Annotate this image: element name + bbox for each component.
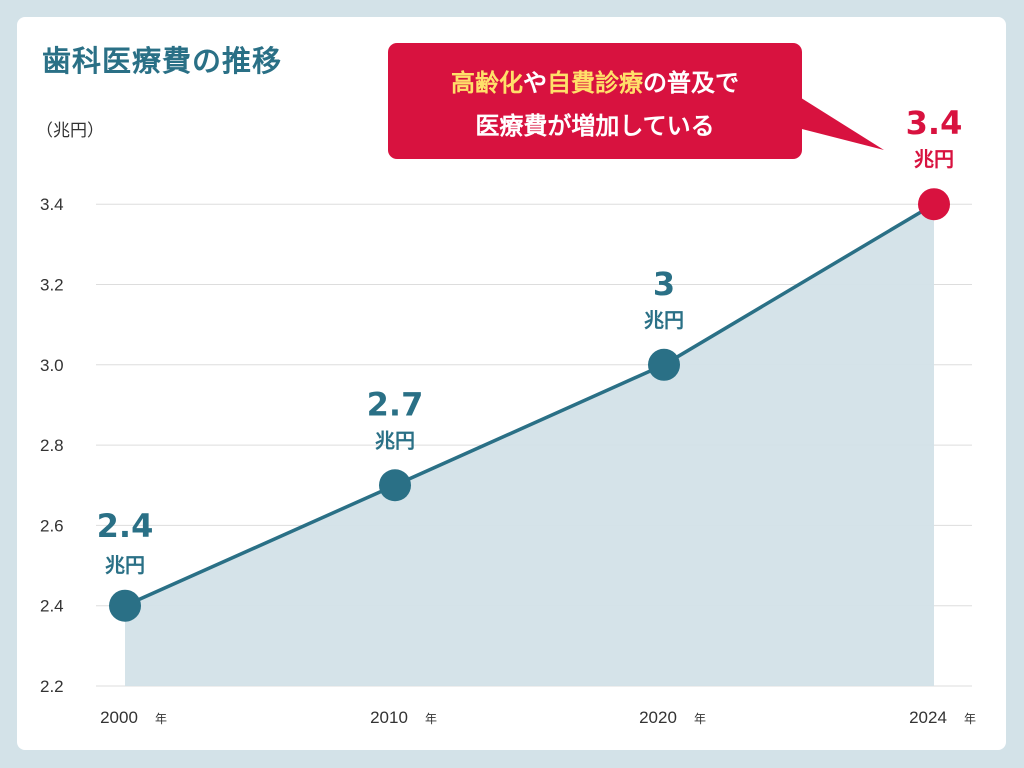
y-tick-label: 2.2: [40, 677, 64, 696]
y-axis-unit-label: （兆円）: [36, 121, 104, 141]
x-tick-suffix: 年: [155, 712, 167, 726]
data-unit-label: 兆円: [914, 147, 954, 171]
y-tick-label: 3.4: [40, 195, 64, 214]
annotation-line-1: 高齢化や自費診療の普及で: [388, 63, 802, 98]
data-value-label: 3: [653, 265, 675, 303]
y-tick-label: 2.8: [40, 436, 64, 455]
y-tick-label: 3.2: [40, 276, 64, 295]
x-tick-label: 2024: [909, 708, 947, 727]
data-point: [648, 348, 680, 381]
data-point: [379, 469, 411, 502]
x-tick-label: 2010: [370, 708, 408, 727]
data-point: [109, 589, 141, 622]
data-value-label: 3.4: [906, 104, 963, 142]
data-unit-label: 兆円: [105, 553, 145, 577]
series-line: [124, 202, 935, 608]
data-point: [918, 188, 950, 221]
x-tick-suffix: 年: [694, 712, 706, 726]
data-unit-label: 兆円: [375, 428, 415, 452]
annotation-highlight-self-pay: 自費診療: [547, 69, 643, 97]
data-value-label: 2.7: [367, 385, 424, 423]
data-value-label: 2.4: [97, 507, 154, 545]
chart-title: 歯科医療費の推移: [42, 44, 283, 78]
annotation-text-spread: の普及で: [643, 69, 739, 97]
annotation-line-2: 医療費が増加している: [475, 112, 715, 140]
annotation-highlight-aging: 高齢化: [451, 69, 523, 97]
x-tick-suffix: 年: [425, 712, 437, 726]
data-unit-label: 兆円: [644, 308, 684, 332]
y-tick-label: 3.0: [40, 356, 64, 375]
x-tick-suffix: 年: [964, 712, 976, 726]
annotation-text-ya: や: [523, 69, 547, 97]
x-tick-label: 2020: [639, 708, 677, 727]
y-tick-label: 2.4: [40, 597, 64, 616]
annotation-callout: 高齢化や自費診療の普及で 医療費が増加している: [388, 43, 802, 159]
x-tick-label: 2000: [100, 708, 138, 727]
y-tick-label: 2.6: [40, 516, 64, 535]
